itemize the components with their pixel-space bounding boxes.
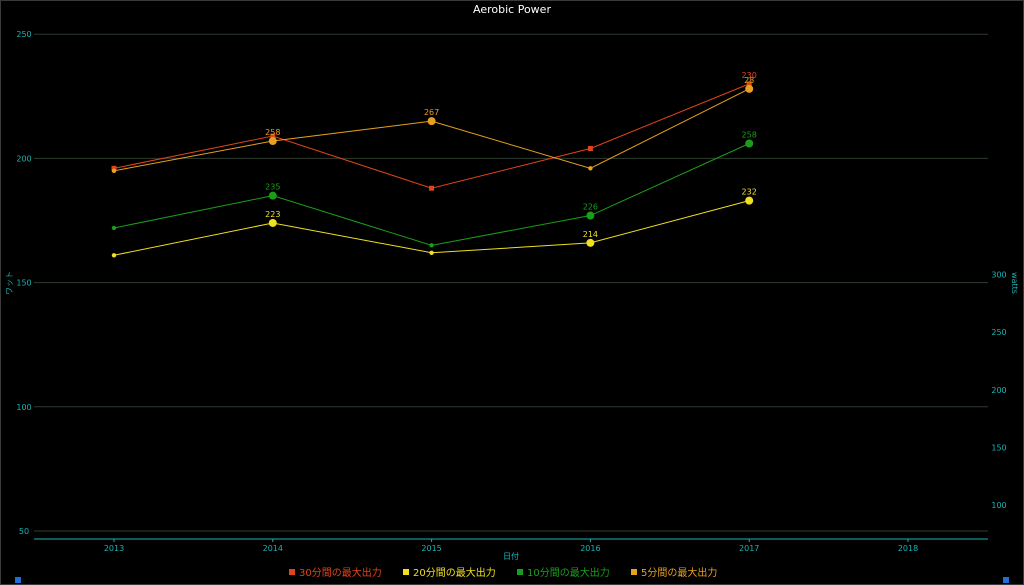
data-point <box>429 185 435 191</box>
x-axis-label: 日付 <box>503 551 519 561</box>
legend-label: 20分間の最大出力 <box>413 566 496 579</box>
data-label: 28 <box>744 76 754 85</box>
data-label: 258 <box>265 128 280 137</box>
data-point <box>746 81 752 87</box>
y-right-tick-label: 100 <box>991 501 1006 510</box>
legend-swatch <box>289 569 295 575</box>
data-point <box>268 191 277 200</box>
series-group: 230 223 214 232 235 226 258 258 267 28 <box>111 71 757 258</box>
y-axis-right-label: watts <box>1010 272 1019 294</box>
series-1: 230 <box>111 71 757 191</box>
data-point <box>111 253 117 258</box>
legend-label: 30分間の最大出力 <box>299 566 382 579</box>
legend-item[interactable]: 5分間の最大出力 <box>631 566 717 579</box>
y-left-tick-label: 100 <box>16 403 31 412</box>
y-axis-right: 100 150 200 250 300 <box>991 271 1006 510</box>
data-label: 226 <box>583 203 598 212</box>
data-point <box>586 238 595 247</box>
y-left-tick-label: 200 <box>16 154 31 163</box>
data-point <box>111 168 117 174</box>
legend-item[interactable]: 10分間の最大出力 <box>517 566 610 579</box>
x-tick-label: 2014 <box>263 544 283 553</box>
legend-item[interactable]: 20分間の最大出力 <box>403 566 496 579</box>
data-point <box>429 243 434 248</box>
data-point <box>745 84 754 93</box>
legend-item[interactable]: 30分間の最大出力 <box>289 566 382 579</box>
legend[interactable]: 30分間の最大出力 20分間の最大出力 10分間の最大出力 5分間の最大出力 <box>289 566 717 579</box>
chart-title: Aerobic Power <box>473 3 551 16</box>
data-point <box>745 196 754 205</box>
data-label: 258 <box>742 130 757 139</box>
data-point <box>268 137 277 146</box>
y-right-tick-label: 150 <box>991 443 1006 452</box>
x-tick-label: 2016 <box>580 544 600 553</box>
y-right-tick-label: 200 <box>991 386 1006 395</box>
data-point <box>429 250 434 255</box>
legend-swatch <box>403 569 409 575</box>
scroll-handle-left[interactable] <box>15 577 21 583</box>
data-label: 214 <box>583 230 598 239</box>
x-tick-label: 2013 <box>104 544 124 553</box>
y-left-tick-label: 50 <box>19 527 29 536</box>
data-point <box>268 218 277 227</box>
y-left-tick-label: 250 <box>16 30 31 39</box>
series-4: 258 267 28 <box>111 76 754 174</box>
scroll-handle-right[interactable] <box>1003 577 1009 583</box>
legend-label: 5分間の最大出力 <box>641 566 717 579</box>
data-label: 230 <box>742 71 757 80</box>
y-axis-left: 50 100 150 200 250 <box>16 30 31 536</box>
x-tick-label: 2015 <box>421 544 441 553</box>
y-axis-left-label: ワット <box>5 271 14 295</box>
x-axis: 2013 2014 2015 2016 2017 2018 <box>34 538 988 553</box>
y-left-tick-label: 150 <box>16 279 31 288</box>
legend-swatch <box>517 569 523 575</box>
data-point <box>427 117 436 126</box>
data-point <box>586 211 595 220</box>
x-tick-label: 2017 <box>739 544 759 553</box>
series-2: 223 214 232 <box>111 188 757 258</box>
data-point <box>270 133 276 139</box>
legend-label: 10分間の最大出力 <box>527 566 610 579</box>
data-label: 267 <box>424 108 439 117</box>
data-label: 232 <box>742 188 757 197</box>
grid-lines <box>34 33 988 532</box>
data-point <box>111 165 117 171</box>
x-tick-label: 2018 <box>898 544 918 553</box>
data-point <box>111 225 117 231</box>
data-label: 235 <box>265 183 280 192</box>
y-right-tick-label: 250 <box>991 328 1006 337</box>
legend-swatch <box>631 569 637 575</box>
data-point <box>588 166 593 171</box>
data-point <box>587 145 593 151</box>
data-point <box>745 139 754 148</box>
y-right-tick-label: 300 <box>991 271 1006 280</box>
data-label: 223 <box>265 210 280 219</box>
series-3: 235 226 258 <box>111 130 757 248</box>
